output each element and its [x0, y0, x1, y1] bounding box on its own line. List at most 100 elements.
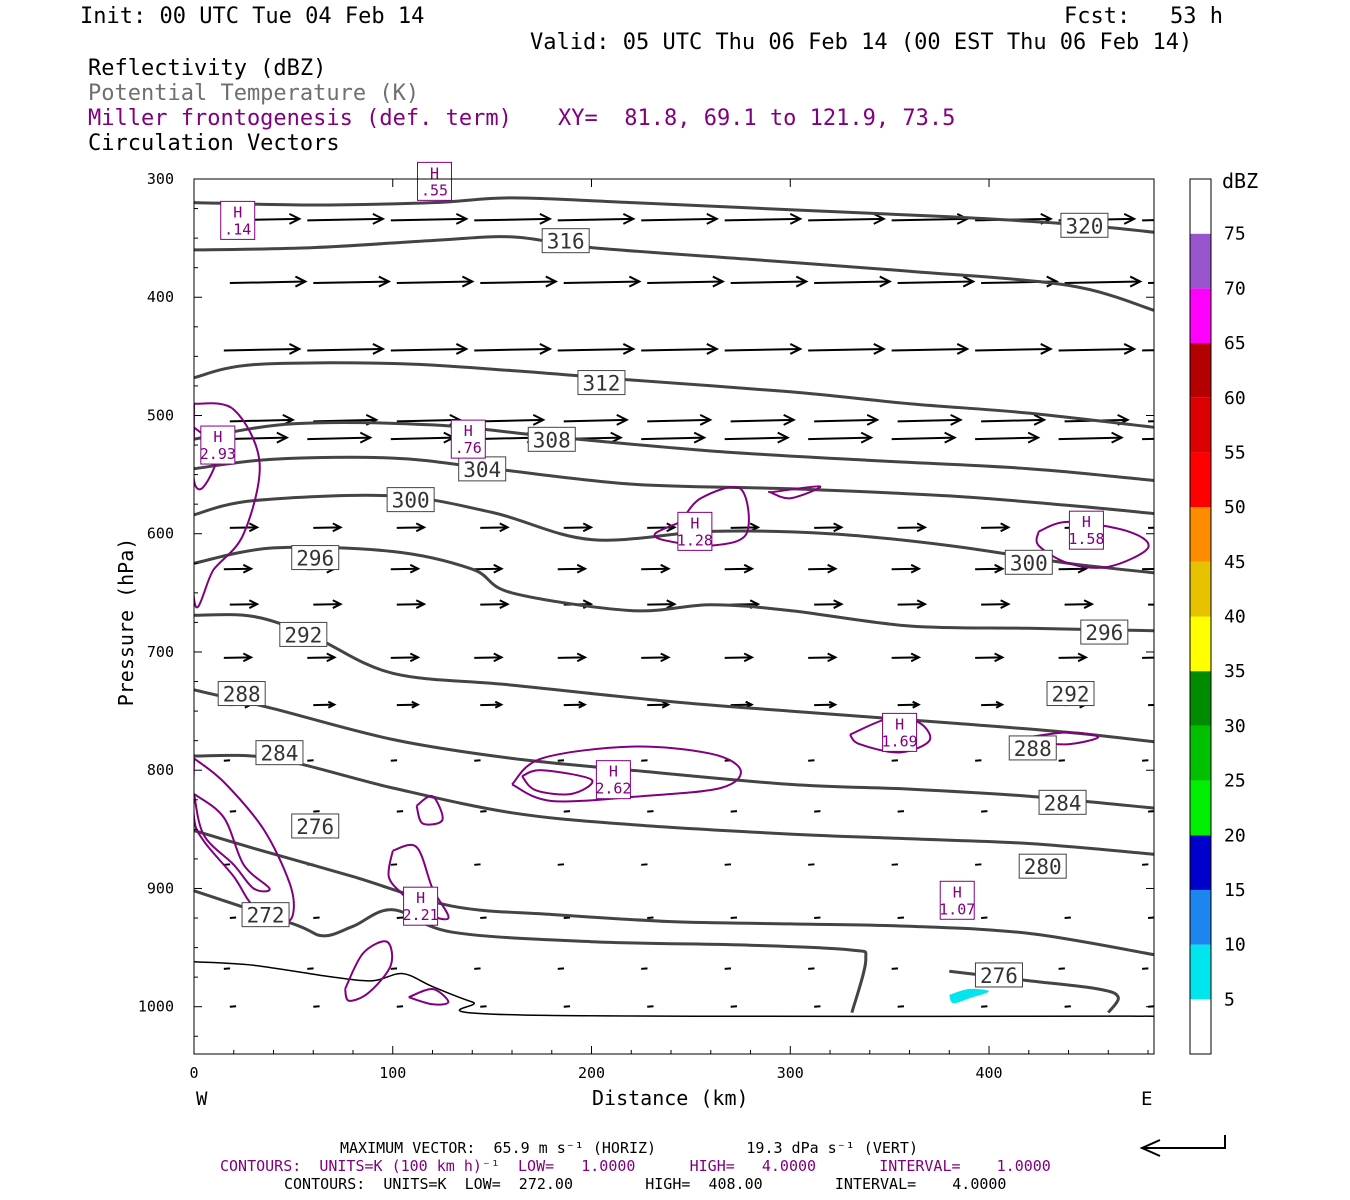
- theta-label-box: [974, 962, 1023, 988]
- reflectivity-patch: [949, 988, 989, 1004]
- colorbar-level-label: 25: [1224, 771, 1246, 792]
- vector-arrowhead: [576, 563, 588, 574]
- vector-arrow: [975, 436, 1039, 441]
- vector-arrow: [730, 526, 759, 529]
- vector-arrowhead: [699, 414, 713, 426]
- theta-label: 288: [223, 683, 261, 707]
- theta-contour: [194, 829, 1154, 957]
- theta-label: 304: [463, 458, 501, 482]
- theta-label-box: [1060, 212, 1109, 238]
- vector-arrow: [474, 759, 481, 762]
- vector-arrow: [229, 810, 237, 813]
- vector-arrowhead: [372, 212, 386, 225]
- theta-contour: [194, 196, 1154, 234]
- theta-label: 312: [582, 372, 620, 396]
- vector-arrowhead: [610, 431, 623, 444]
- vector-arrow: [1064, 1005, 1071, 1008]
- vector-arrow: [724, 656, 753, 659]
- vector-arrow: [563, 810, 571, 813]
- vector-arrow: [814, 1005, 821, 1008]
- vector-arrowhead: [1000, 522, 1011, 533]
- vector-arrowhead: [326, 652, 337, 663]
- theta-label: 308: [533, 428, 571, 452]
- vector-arrow: [730, 703, 752, 707]
- vector-arrow: [730, 916, 738, 920]
- vector-arrow: [814, 526, 842, 529]
- frontogenesis-max-value: .76: [455, 439, 482, 457]
- vector-arrow: [730, 418, 794, 423]
- vector-arrow: [223, 967, 231, 970]
- vector-arrow: [1058, 967, 1065, 970]
- vector-arrowhead: [912, 700, 921, 709]
- vector-arrowhead: [660, 652, 671, 663]
- vector-arrowhead: [248, 599, 260, 609]
- vector-arrow: [814, 603, 842, 606]
- frontogenesis-contour: [767, 485, 822, 500]
- x-axis-east-label: E: [1141, 1088, 1153, 1110]
- vector-arrow: [647, 280, 723, 285]
- vector-arrow: [474, 347, 550, 352]
- vector-arrow: [897, 603, 925, 606]
- vector-arrow: [1147, 810, 1154, 813]
- vector-arrowhead: [660, 563, 671, 574]
- vector-arrowhead: [1129, 275, 1143, 288]
- vector-arrowhead: [795, 275, 809, 288]
- theta-label: 296: [296, 547, 334, 571]
- vector-arrow: [724, 436, 788, 441]
- vector-arrow: [563, 1005, 571, 1008]
- vector-arrowhead: [628, 275, 642, 288]
- vector-arrow: [641, 759, 648, 762]
- reflectivity-shading: [949, 988, 989, 1004]
- colorbar-level-label: 5: [1224, 989, 1235, 1010]
- vector-arrow: [647, 603, 675, 606]
- frontogenesis-max-box: [1068, 510, 1104, 550]
- vector-arrowhead: [833, 599, 844, 609]
- vector-arrowhead: [783, 414, 796, 426]
- vector-arrow: [223, 347, 300, 352]
- frontogenesis-max-box: [595, 760, 631, 800]
- vector-arrow: [557, 567, 586, 571]
- vector-arrow: [229, 418, 293, 423]
- vector-arrowhead: [372, 343, 386, 355]
- vector-arrowhead: [828, 700, 838, 709]
- colorbar-level-label: 45: [1224, 552, 1246, 573]
- field-reflectivity: Reflectivity (dBZ): [88, 56, 327, 81]
- y-tick-label: 300: [147, 170, 174, 188]
- vector-arrow: [313, 810, 320, 813]
- vector-arrowhead: [860, 431, 874, 444]
- vector-arrowhead: [582, 522, 594, 533]
- vector-arrow: [891, 567, 919, 571]
- x-axis-title: Distance (km): [592, 1086, 749, 1110]
- vector-arrow: [307, 436, 371, 441]
- vector-arrow: [396, 810, 404, 813]
- vector-arrow: [981, 916, 988, 920]
- frontogenesis-max-letter: H: [233, 203, 242, 221]
- vector-arrow: [647, 1005, 654, 1008]
- vector-arrow: [563, 703, 585, 707]
- vector-arrow: [396, 1005, 404, 1008]
- theta-label: 276: [980, 964, 1018, 988]
- vector-arrow: [396, 526, 425, 529]
- frontogenesis-max-box: [403, 886, 439, 926]
- vector-arrowhead: [461, 275, 475, 288]
- frontogenesis-max-box: [677, 511, 713, 551]
- vector-arrowhead: [827, 652, 838, 663]
- vector-arrowhead: [532, 414, 546, 426]
- vector-arrowhead: [242, 652, 254, 663]
- vector-arrow: [1058, 347, 1135, 352]
- vector-arrow: [396, 280, 473, 285]
- vector-arrow: [724, 347, 801, 352]
- vector-arrowhead: [706, 343, 720, 355]
- vector-arrowhead: [910, 563, 922, 574]
- vector-arrowhead: [944, 431, 957, 444]
- vector-arrow: [229, 1005, 237, 1008]
- vector-arrowhead: [409, 652, 421, 663]
- frontogenesis-max-value: 2.62: [595, 780, 631, 798]
- frontogenesis-contours: [194, 402, 1150, 1006]
- vector-arrow: [557, 656, 586, 659]
- axes: 300 400 500 600 700 800 900 1000 0 100 200 300 400: [138, 170, 1154, 1082]
- vector-arrow: [647, 418, 711, 423]
- forecast-hour: Fcst: 53 h: [1064, 4, 1223, 29]
- vector-arrow: [891, 759, 899, 762]
- frontogenesis-max-letter: H: [609, 763, 618, 781]
